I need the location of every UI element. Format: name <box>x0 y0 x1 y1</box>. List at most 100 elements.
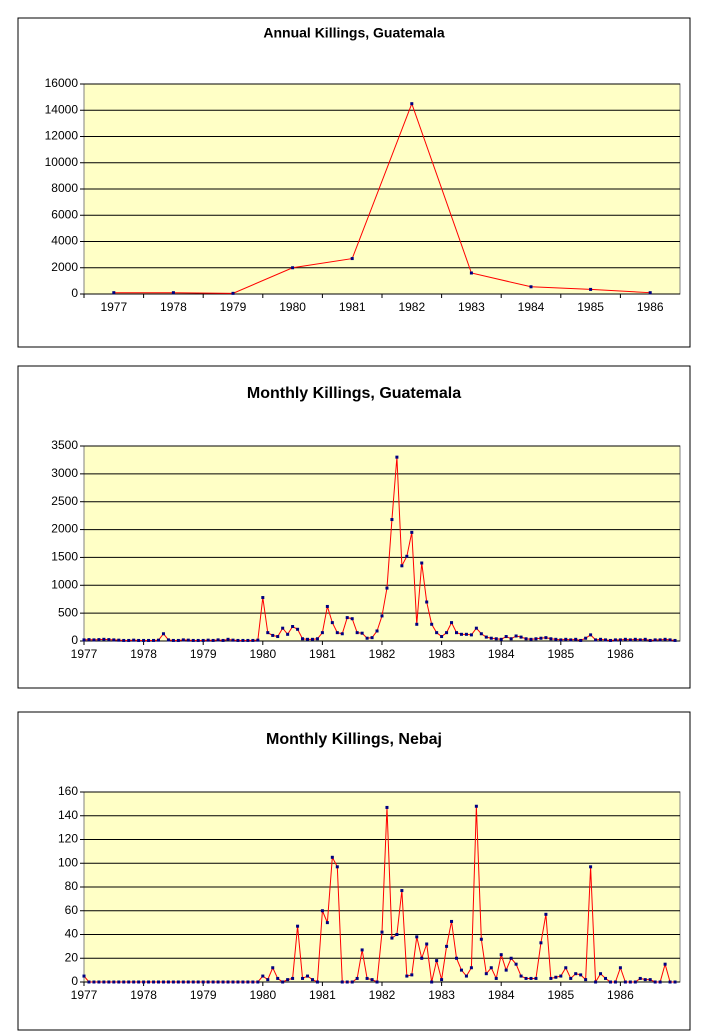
x-tick-label: 1979 <box>190 647 217 661</box>
data-marker <box>415 622 419 626</box>
data-marker <box>107 638 111 642</box>
data-marker <box>400 889 404 893</box>
y-tick-label: 2000 <box>51 522 78 536</box>
data-marker <box>186 980 190 984</box>
data-marker <box>459 968 463 972</box>
x-tick-label: 1984 <box>488 647 515 661</box>
data-marker <box>559 974 563 978</box>
data-marker <box>375 629 379 633</box>
data-marker <box>445 631 449 635</box>
data-marker <box>519 635 523 639</box>
data-marker <box>584 978 588 982</box>
data-marker <box>236 980 240 984</box>
data-marker <box>489 966 493 970</box>
data-marker <box>291 266 295 270</box>
x-tick-label: 1977 <box>71 647 98 661</box>
data-marker <box>345 980 349 984</box>
data-marker <box>112 980 116 984</box>
data-marker <box>613 638 617 642</box>
y-tick-label: 14000 <box>45 102 79 116</box>
data-marker <box>350 617 354 621</box>
data-marker <box>211 638 215 642</box>
data-marker <box>315 980 319 984</box>
x-tick-label: 1980 <box>279 300 306 314</box>
data-marker <box>147 980 151 984</box>
data-marker <box>221 638 225 642</box>
data-marker <box>226 980 230 984</box>
data-marker <box>251 638 255 642</box>
x-tick-label: 1981 <box>339 300 366 314</box>
data-marker <box>648 291 652 295</box>
data-marker <box>296 924 300 928</box>
data-marker <box>330 621 334 625</box>
data-marker <box>161 980 165 984</box>
data-marker <box>668 980 672 984</box>
data-marker <box>410 102 414 106</box>
data-marker <box>514 634 518 638</box>
data-marker <box>87 638 91 642</box>
data-marker <box>122 980 126 984</box>
data-marker <box>385 586 389 590</box>
data-marker <box>425 942 429 946</box>
data-marker <box>92 638 96 642</box>
data-marker <box>564 637 568 641</box>
data-marker <box>201 638 205 642</box>
data-marker <box>370 978 374 982</box>
data-marker <box>246 638 250 642</box>
data-marker <box>455 956 458 960</box>
y-tick-label: 0 <box>71 633 78 647</box>
y-tick-label: 60 <box>65 903 79 917</box>
data-marker <box>276 635 280 639</box>
data-marker <box>604 638 607 642</box>
data-line <box>113 102 651 294</box>
data-marker <box>623 637 627 641</box>
data-marker <box>524 976 528 980</box>
data-marker <box>464 632 468 636</box>
data-marker <box>171 980 175 984</box>
data-marker <box>320 909 324 913</box>
x-tick-label: 1978 <box>160 300 187 314</box>
data-marker <box>117 638 121 642</box>
data-marker <box>479 937 483 941</box>
data-marker <box>286 632 290 636</box>
data-marker <box>171 291 175 295</box>
data-marker <box>370 636 374 640</box>
data-marker <box>509 956 513 960</box>
data-marker <box>574 637 578 641</box>
data-marker <box>281 980 285 984</box>
data-marker <box>380 614 384 618</box>
y-tick-label: 160 <box>58 784 78 798</box>
y-tick-label: 4000 <box>51 234 78 248</box>
data-marker <box>628 980 632 984</box>
data-marker <box>92 980 96 984</box>
data-marker <box>171 638 175 642</box>
data-marker <box>291 625 295 629</box>
data-marker <box>132 980 136 984</box>
data-marker <box>301 637 305 641</box>
data-marker <box>494 637 498 641</box>
data-marker <box>608 980 612 984</box>
data-marker <box>653 638 657 642</box>
data-marker <box>589 633 593 637</box>
data-marker <box>206 638 210 642</box>
data-marker <box>256 980 260 984</box>
data-marker <box>122 638 126 642</box>
data-marker <box>673 638 677 642</box>
chart-title: Monthly Killings, Guatemala <box>247 385 461 402</box>
data-marker <box>261 596 265 600</box>
data-marker <box>539 941 543 945</box>
data-marker <box>579 638 583 642</box>
data-marker <box>82 638 86 642</box>
data-marker <box>469 633 473 637</box>
y-tick-label: 10000 <box>45 155 79 169</box>
data-marker <box>112 638 116 642</box>
data-marker <box>489 636 493 640</box>
data-marker <box>201 980 205 984</box>
x-tick-label: 1985 <box>577 300 604 314</box>
data-marker <box>519 974 523 978</box>
data-marker <box>246 980 250 984</box>
data-marker <box>539 636 543 640</box>
data-marker <box>310 978 314 982</box>
x-tick-label: 1984 <box>488 988 515 1002</box>
data-marker <box>420 956 424 960</box>
